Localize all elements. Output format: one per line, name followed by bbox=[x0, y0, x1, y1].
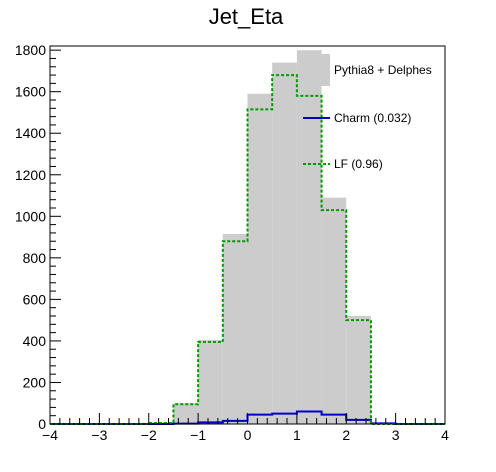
legend: Pythia8 + Delphes Charm (0.032) LF (0.96) bbox=[303, 54, 432, 171]
x-tick-label: 4 bbox=[441, 427, 449, 443]
x-tick-label: 1 bbox=[293, 427, 301, 443]
x-tick-label: 3 bbox=[392, 427, 400, 443]
series-line bbox=[50, 74, 445, 425]
y-tick-label: 800 bbox=[23, 250, 47, 266]
y-tick-label: 1800 bbox=[15, 42, 46, 58]
histogram-bar bbox=[247, 93, 273, 425]
histogram-bar bbox=[198, 339, 223, 424]
histogram-bar bbox=[222, 233, 248, 424]
histogram-bar bbox=[296, 50, 322, 425]
histogram-bar bbox=[346, 316, 371, 424]
legend-entry-label: LF (0.96) bbox=[334, 157, 383, 171]
histogram-bar bbox=[173, 403, 199, 424]
y-tick-label: 1200 bbox=[15, 167, 46, 183]
y-tick-label: 1600 bbox=[15, 84, 46, 100]
filled-histogram-layer bbox=[148, 50, 371, 425]
legend-swatch-fill bbox=[303, 54, 330, 86]
x-tick-label: −4 bbox=[42, 427, 58, 443]
y-tick-label: 200 bbox=[23, 374, 47, 390]
y-tick-label: 400 bbox=[23, 333, 47, 349]
x-tick-label: 2 bbox=[342, 427, 350, 443]
histogram-bar bbox=[321, 197, 347, 424]
x-tick-label: −3 bbox=[91, 427, 107, 443]
x-tick-label: −1 bbox=[190, 427, 206, 443]
x-tick-label: 0 bbox=[244, 427, 252, 443]
chart-title: Jet_Eta bbox=[209, 4, 284, 29]
legend-entry-label: Pythia8 + Delphes bbox=[334, 63, 432, 77]
x-tick-label: −2 bbox=[141, 427, 157, 443]
histogram-bar bbox=[272, 62, 297, 424]
axes-layer: −4 −3 −2 −1 0 1 2 3 4 0 200 400 600 800 1000 1200 1400 16… bbox=[15, 42, 449, 443]
legend-entry-label: Charm (0.032) bbox=[334, 111, 411, 125]
y-tick-label: 1000 bbox=[15, 208, 46, 224]
y-tick-label: 0 bbox=[38, 416, 46, 432]
y-tick-label: 1400 bbox=[15, 125, 46, 141]
y-tick-label: 600 bbox=[23, 291, 47, 307]
